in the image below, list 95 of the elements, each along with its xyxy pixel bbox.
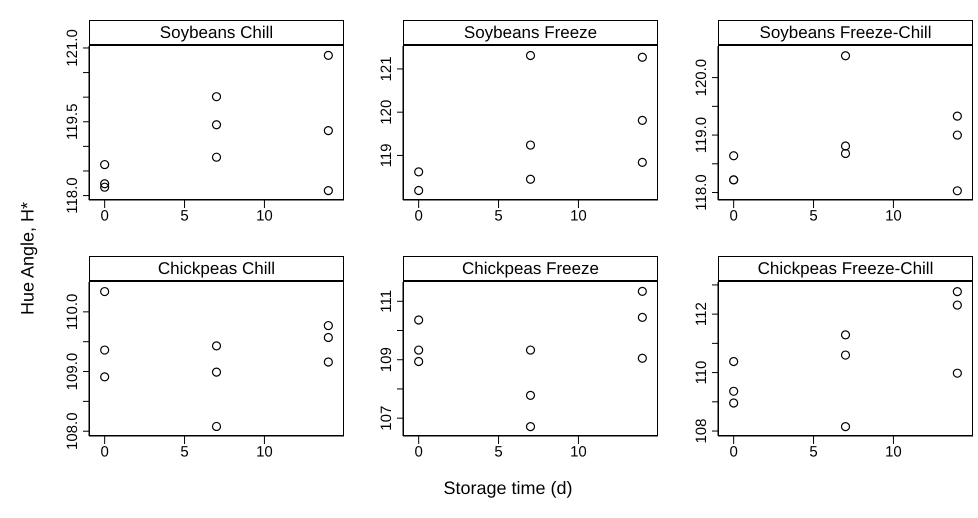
point [526, 345, 536, 355]
point [840, 422, 850, 432]
point [526, 50, 536, 60]
y-tick-label: 119.0 [693, 116, 710, 154]
y-tick-label: 119.5 [64, 104, 81, 140]
point [840, 51, 850, 60]
chart-title: Chickpeas Chill [89, 256, 344, 281]
point [414, 186, 424, 196]
x-tick-label: 5 [809, 444, 818, 461]
y-tick-label: 118.0 [693, 174, 710, 211]
point [638, 52, 647, 62]
chart-title: Chickpeas Freeze [403, 256, 658, 281]
x-tick-label: 10 [885, 444, 902, 461]
y-tick-label: 121.0 [64, 29, 81, 67]
y-tick-label: 112 [693, 302, 710, 326]
x-tick-label: 10 [256, 208, 273, 225]
point [100, 160, 110, 170]
point [840, 148, 850, 158]
point [840, 350, 850, 360]
y-axis-title: Hue Angle, H* [18, 200, 38, 318]
point [729, 151, 738, 160]
y-tick-label: 110 [693, 360, 710, 385]
point [100, 182, 110, 192]
point [638, 158, 647, 167]
point [212, 120, 222, 130]
x-axis-title: Storage time (d) [442, 478, 574, 499]
point [952, 112, 962, 121]
point [840, 141, 850, 151]
point [729, 398, 738, 408]
point [952, 287, 962, 296]
x-tick-label: 0 [729, 208, 738, 225]
point [526, 390, 536, 400]
point [324, 186, 333, 196]
point [324, 357, 333, 367]
point [952, 186, 962, 196]
y-tick-label: 120 [378, 100, 395, 125]
x-tick-label: 0 [414, 208, 423, 225]
point [840, 330, 850, 340]
point [952, 130, 962, 140]
point [638, 354, 647, 363]
chart-title: Soybeans Freeze [403, 20, 658, 45]
x-tick-label: 5 [180, 444, 189, 461]
chart-title: Chickpeas Freeze-Chill [718, 256, 973, 281]
chart-title: Soybeans Freeze-Chill [718, 20, 973, 45]
x-tick-label: 10 [570, 444, 587, 461]
point [100, 372, 110, 382]
point [100, 179, 110, 188]
point [526, 174, 536, 184]
y-tick-label: 120.0 [693, 58, 710, 96]
x-tick-label: 0 [100, 208, 109, 225]
x-tick-label: 5 [809, 208, 818, 225]
point [212, 152, 222, 162]
point [212, 341, 222, 350]
x-tick-label: 0 [414, 444, 423, 461]
point [638, 312, 647, 322]
x-tick-label: 5 [494, 444, 503, 461]
point [414, 167, 424, 176]
point [100, 286, 110, 296]
point [324, 332, 333, 342]
y-tick-label: 121 [378, 56, 395, 82]
y-tick-label: 111 [378, 290, 395, 313]
point [526, 422, 536, 432]
point [212, 92, 222, 102]
point [100, 345, 110, 355]
y-tick-label: 107 [378, 406, 395, 431]
point [414, 315, 424, 325]
point [729, 356, 738, 366]
x-tick-label: 10 [570, 208, 587, 225]
point [414, 356, 424, 366]
point [638, 116, 647, 126]
y-tick-label: 109 [378, 347, 395, 372]
point [414, 345, 424, 355]
y-tick-label: 118.0 [64, 177, 81, 214]
chart-title: Soybeans Chill [89, 20, 344, 45]
point [638, 286, 647, 296]
point [324, 320, 333, 330]
x-tick-label: 0 [729, 444, 738, 461]
y-tick-label: 109.0 [64, 352, 81, 390]
point [324, 126, 333, 136]
x-tick-label: 0 [100, 444, 109, 461]
y-tick-label: 108 [693, 418, 710, 444]
point [212, 422, 222, 432]
point [952, 368, 962, 378]
point [729, 386, 738, 396]
x-tick-label: 10 [256, 444, 273, 461]
y-tick-label: 110.0 [64, 294, 81, 330]
y-tick-label: 108.0 [64, 412, 81, 450]
x-tick-label: 5 [494, 208, 503, 225]
point [952, 300, 962, 310]
x-tick-label: 10 [885, 208, 902, 225]
point [324, 50, 333, 60]
y-tick-label: 119 [378, 143, 395, 168]
point [526, 140, 536, 150]
point [212, 368, 222, 377]
x-tick-label: 5 [180, 208, 189, 225]
